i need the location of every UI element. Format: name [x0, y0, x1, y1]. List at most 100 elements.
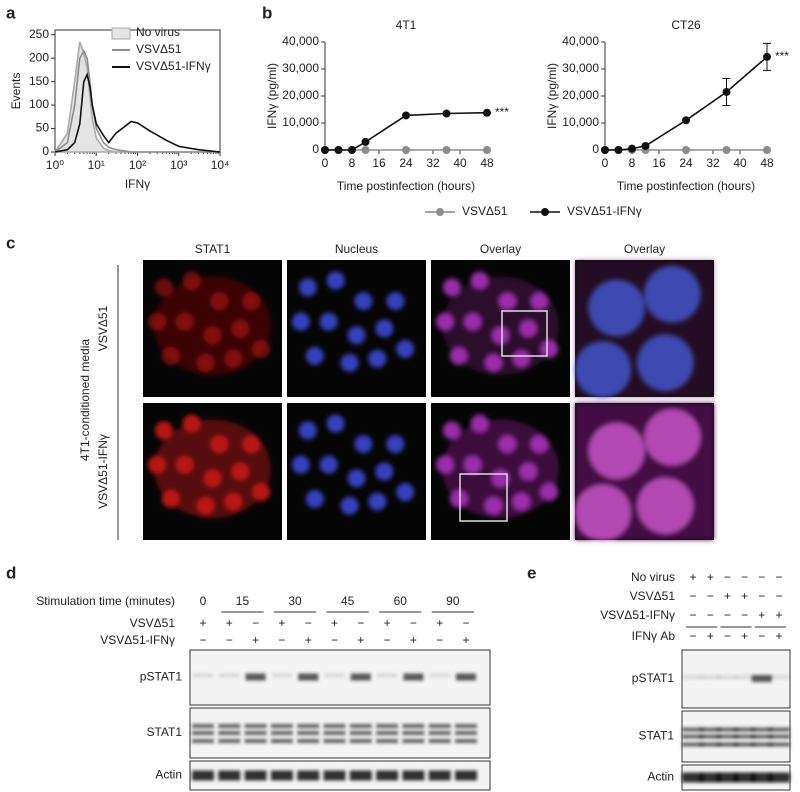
- data-point: [361, 137, 370, 146]
- panel-label: b: [262, 3, 272, 22]
- panel-label: a: [6, 3, 16, 22]
- cell: [252, 340, 271, 359]
- y-tick-label: 0: [312, 142, 319, 156]
- cell: [161, 346, 180, 365]
- cell: [210, 292, 229, 311]
- cell: [588, 422, 645, 479]
- band: [402, 724, 425, 728]
- band: [716, 772, 739, 783]
- cell: [396, 340, 415, 359]
- band: [428, 770, 451, 781]
- cell: [530, 435, 549, 454]
- lane-sign: +: [689, 570, 696, 584]
- data-point: [361, 146, 370, 154]
- band: [218, 739, 241, 743]
- band: [297, 731, 320, 735]
- data-point: [402, 111, 410, 120]
- treatment-label: VSVΔ51-IFNγ: [100, 633, 175, 647]
- cell: [203, 469, 222, 488]
- cell: [449, 489, 468, 508]
- cell: [463, 312, 482, 331]
- legend-label: VSVΔ51-IFNγ: [136, 59, 211, 73]
- band: [270, 731, 293, 735]
- band: [734, 675, 755, 679]
- cell: [368, 349, 387, 368]
- cell: [291, 455, 310, 474]
- lane-sign: +: [758, 608, 765, 622]
- lane-sign: −: [758, 570, 765, 584]
- lane-sign: −: [707, 608, 714, 622]
- band: [455, 770, 477, 781]
- band: [699, 727, 722, 732]
- lane-sign: −: [384, 633, 391, 647]
- image-content: [435, 271, 559, 376]
- cell: [449, 346, 468, 365]
- lane-sign: +: [707, 629, 714, 643]
- cell: [291, 312, 310, 331]
- band: [750, 734, 773, 739]
- lane-sign: −: [689, 629, 696, 643]
- cell: [435, 312, 454, 331]
- lane-sign: −: [724, 608, 731, 622]
- band: [324, 673, 345, 678]
- band: [192, 770, 214, 781]
- cell: [298, 421, 317, 440]
- cell: [491, 326, 510, 345]
- series-line: [605, 56, 768, 151]
- time-value: 15: [236, 594, 250, 608]
- band: [768, 742, 790, 747]
- bands: [683, 675, 789, 682]
- x-tick-label: 8: [349, 156, 356, 170]
- band: [455, 724, 477, 728]
- row-label: VSVΔ51-IFNγ: [96, 434, 110, 509]
- treatment-label: IFNγ Ab: [632, 629, 676, 643]
- cell: [442, 421, 461, 440]
- lane-sign: −: [462, 616, 469, 630]
- lane-sign: −: [707, 589, 714, 603]
- cell: [484, 496, 503, 515]
- y-axis-label: IFNγ (pg/ml): [545, 63, 559, 129]
- band: [455, 731, 477, 735]
- cell: [435, 455, 454, 474]
- y-tick-label: 40,000: [282, 34, 319, 48]
- lane-sign: −: [775, 570, 782, 584]
- y-tick-label: 0: [592, 142, 599, 156]
- band: [192, 739, 214, 743]
- y-tick-label: 200: [29, 50, 49, 64]
- band: [218, 724, 241, 728]
- band: [750, 772, 773, 783]
- cell: [196, 353, 215, 372]
- lane-sign: −: [741, 608, 748, 622]
- cell: [588, 279, 645, 336]
- cell: [298, 278, 317, 297]
- lane-sign: +: [775, 608, 782, 622]
- y-tick-label: 10,000: [282, 115, 319, 129]
- cell: [512, 492, 531, 511]
- band: [428, 731, 451, 735]
- band: [402, 739, 425, 743]
- data-point: [722, 146, 731, 154]
- x-tick-label: 48: [760, 156, 774, 170]
- zoom-box: [459, 473, 508, 522]
- band-label: STAT1: [146, 725, 182, 739]
- panel-label: e: [527, 563, 536, 582]
- cell: [305, 346, 324, 365]
- cell: [644, 409, 701, 466]
- cell: [326, 271, 345, 290]
- y-tick-label: 100: [29, 97, 49, 111]
- cell: [224, 492, 243, 511]
- time-value: 60: [394, 594, 408, 608]
- x-tick-label: 48: [480, 156, 494, 170]
- band: [428, 739, 451, 743]
- lane-sign: −: [199, 633, 206, 647]
- y-tick-label: 150: [29, 74, 49, 88]
- lane-sign: +: [741, 629, 748, 643]
- bands: [682, 727, 790, 747]
- band: [376, 731, 399, 735]
- lane-sign: +: [278, 616, 285, 630]
- x-tick-label: 10³: [170, 158, 187, 172]
- cell: [498, 292, 517, 311]
- band: [699, 772, 722, 783]
- band: [429, 673, 450, 678]
- data-point: [682, 116, 690, 125]
